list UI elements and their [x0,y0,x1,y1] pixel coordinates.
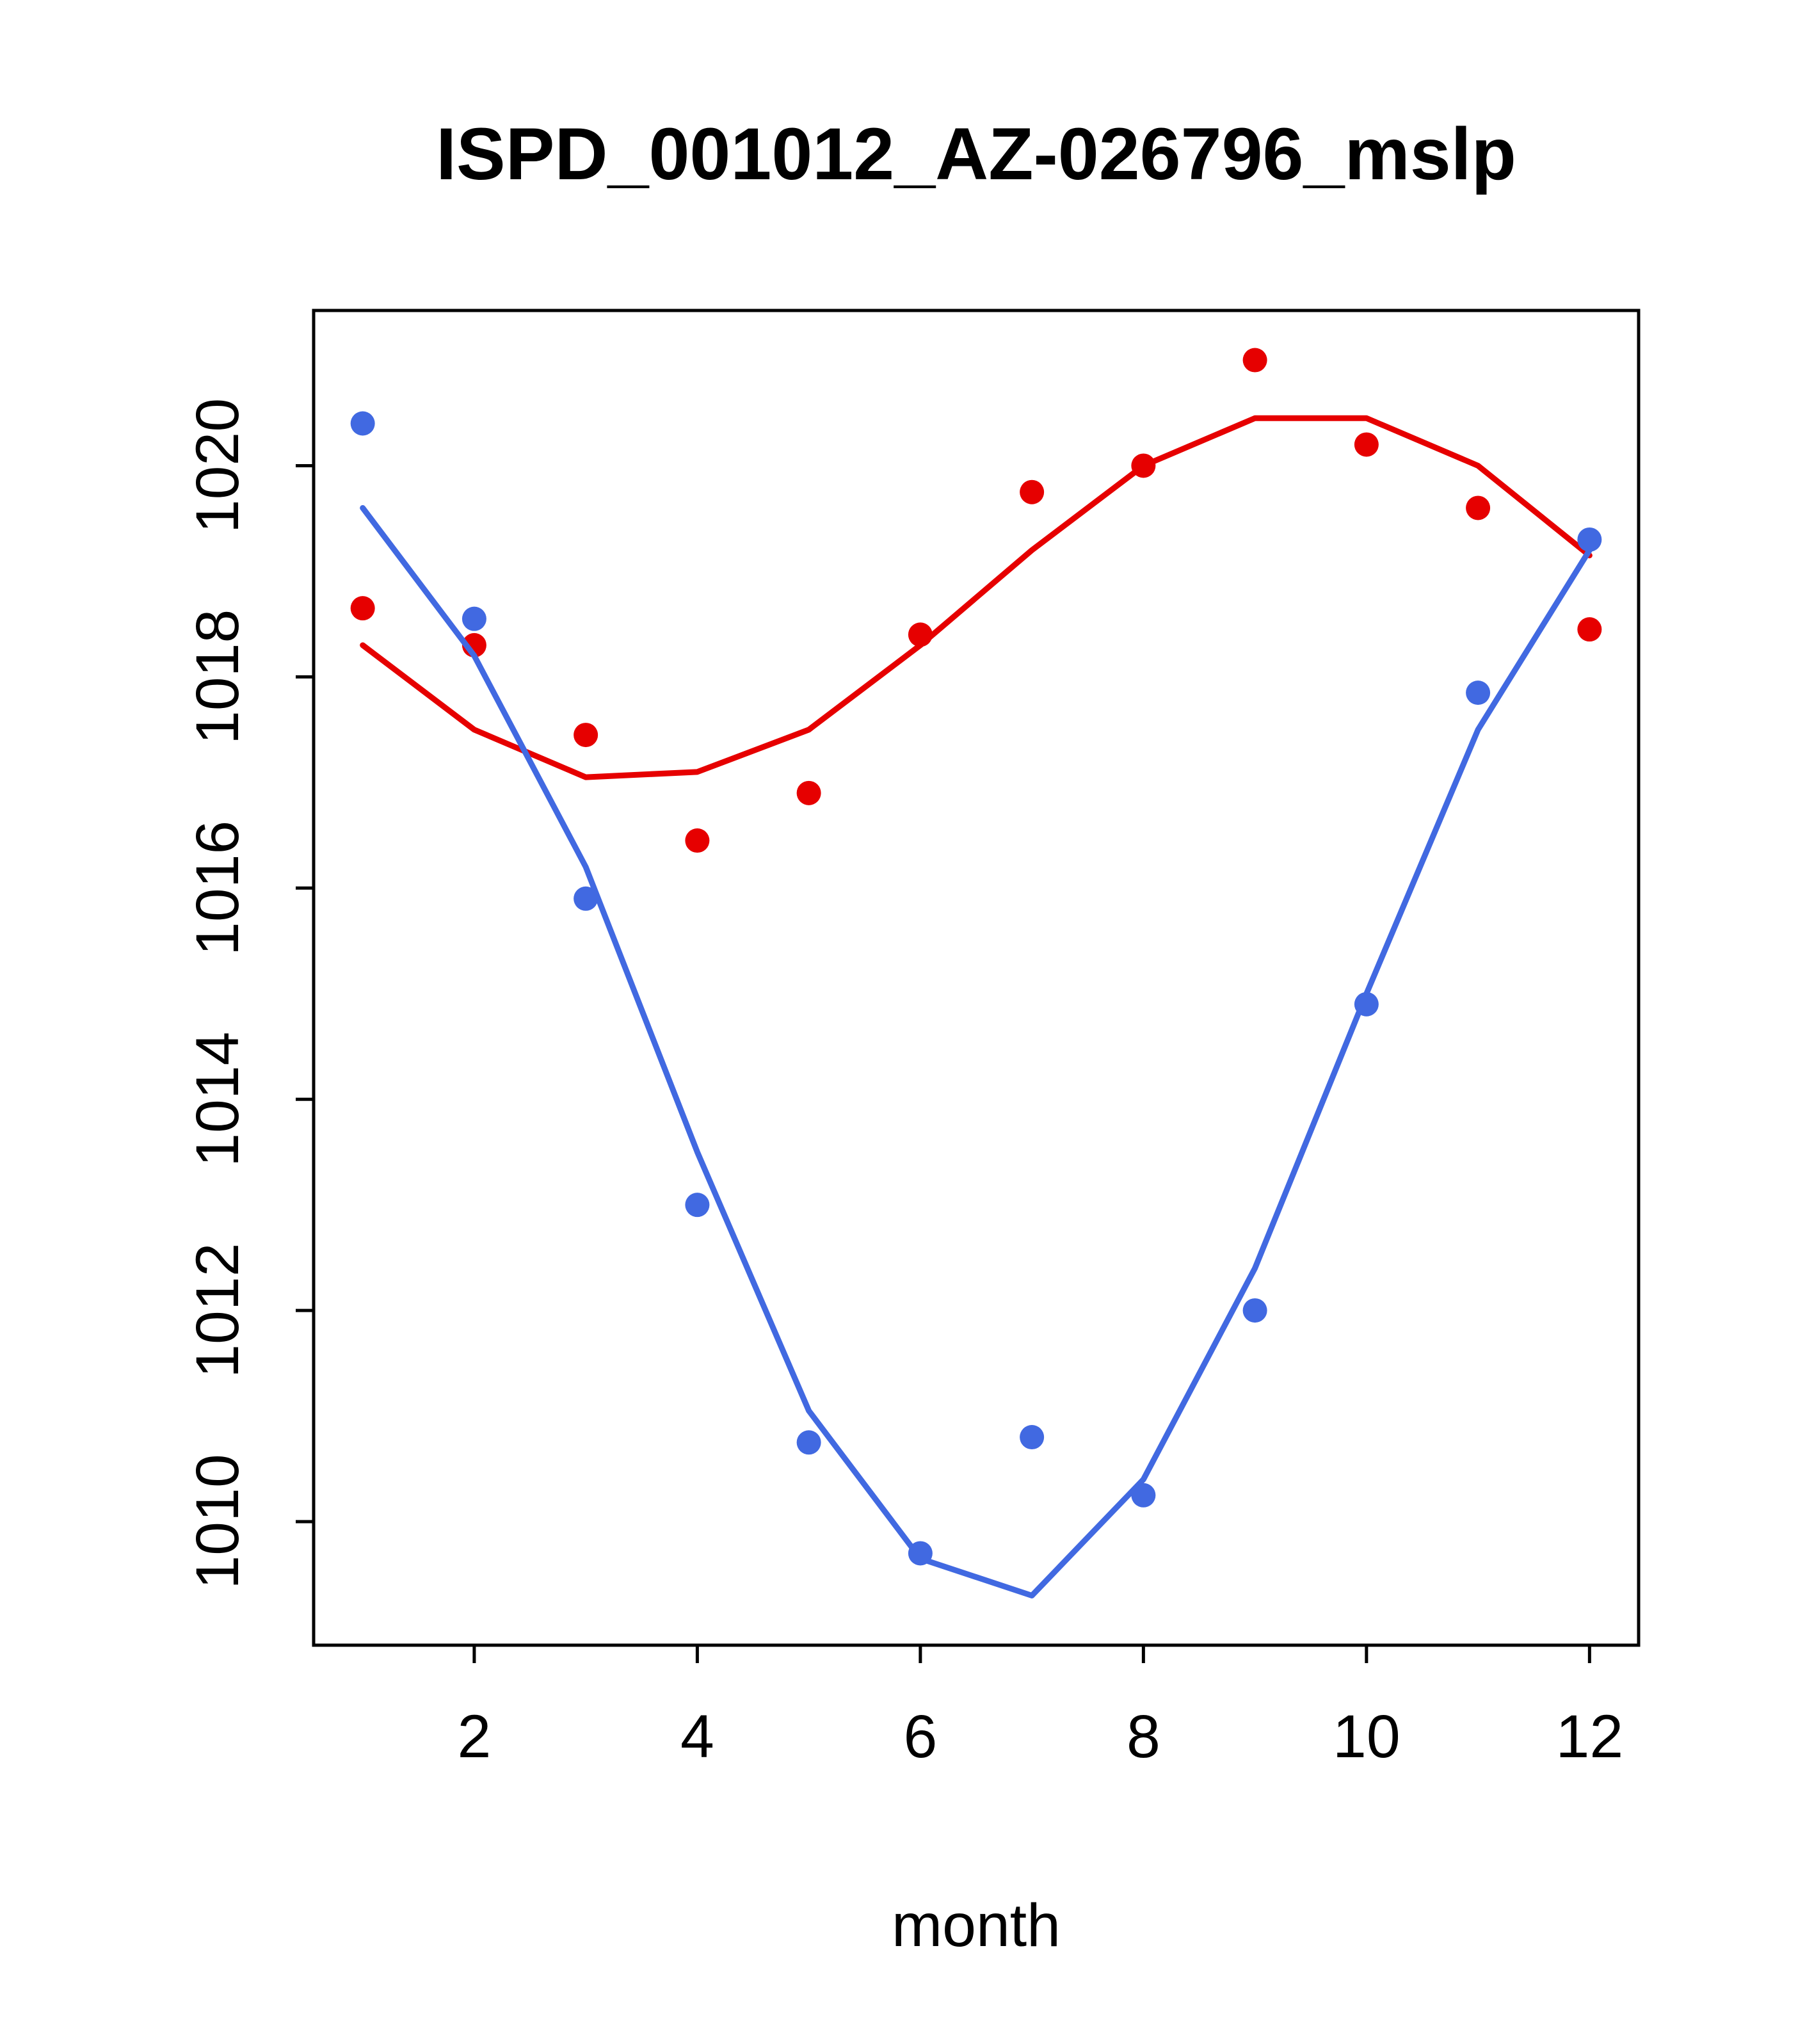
series-red-point [1020,479,1045,504]
series-blue-point [1354,992,1379,1017]
series-blue-point [350,411,375,436]
series-red-point [1242,348,1267,373]
series-blue-point [1577,527,1602,552]
x-tick-label: 12 [1555,1703,1623,1771]
x-tick-label: 2 [457,1703,491,1771]
series-red-point [1131,453,1156,478]
series-blue-point [796,1430,821,1455]
series-red-point [574,723,598,748]
y-tick-label: 1018 [184,609,252,744]
y-tick-label: 1012 [184,1243,252,1378]
x-tick-label: 4 [680,1703,714,1771]
data-series [350,348,1602,1598]
series-blue-point [908,1541,933,1566]
plot-border [312,309,1641,1647]
series-red-point [1466,495,1491,520]
y-tick-label: 1016 [184,821,252,956]
series-blue-point [1242,1298,1267,1323]
series-red-point [796,780,821,805]
series-blue-smooth-line [360,504,1593,1598]
series-blue-point [1020,1425,1045,1450]
series-blue-point [1466,680,1491,705]
series-blue-point [685,1193,710,1218]
series-blue-point [574,886,598,911]
series-red-point [1577,617,1602,642]
x-axis-label: month [892,1892,1061,1960]
y-tick-label: 1014 [184,1032,252,1167]
series-red-point [350,596,375,621]
series-red-point [685,828,710,853]
series-blue-point [1131,1483,1156,1508]
y-tick-label: 1010 [184,1454,252,1589]
x-tick-label: 8 [1127,1703,1160,1771]
series-blue-point [462,606,486,631]
series-red-smooth-line [360,415,1593,780]
series-red-point [908,622,933,647]
series-red-point [1354,432,1379,457]
y-tick-label: 1020 [184,398,252,533]
chart-title: ISPD_001012_AZ-026796_mslp [436,113,1516,195]
x-tick-label: 10 [1333,1703,1401,1771]
x-tick-label: 6 [903,1703,937,1771]
